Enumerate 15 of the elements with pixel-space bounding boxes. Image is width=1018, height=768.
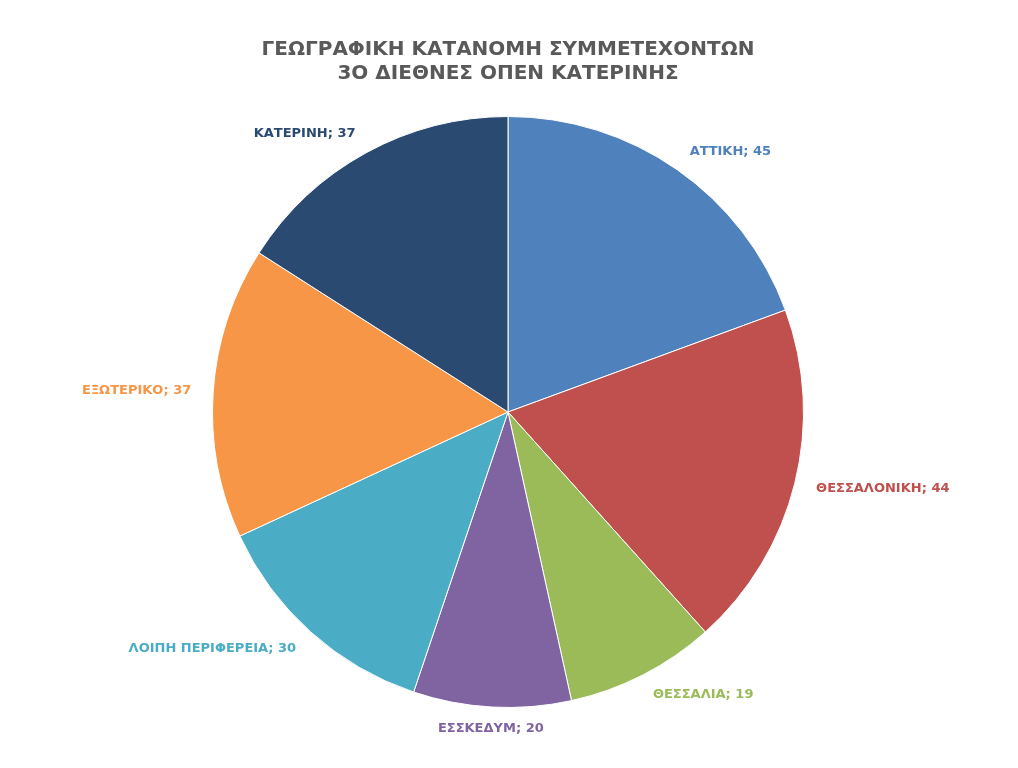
slice-label: ΕΞΩΤΕΡΙΚΟ [82, 381, 164, 397]
slice-label: ΛΟΙΠΗ ΠΕΡΙΦΕΡΕΙΑ [128, 639, 269, 655]
data-label: ; 45 [743, 143, 772, 159]
data-label: ; 37 [163, 381, 192, 397]
data-label: ; 19 [725, 685, 754, 701]
slice-label: ΘΕΣΣΑΛΙΑ [652, 685, 726, 701]
data-label: ; 20 [515, 720, 544, 736]
data-label: ; 44 [921, 480, 950, 495]
data-label: ; 37 [327, 124, 356, 140]
slice-label: ΕΣΣΚΕΔΥΜ [437, 720, 516, 736]
chart-title: ΓΕΩΓΡΑΦΙΚΗ ΚΑΤΑΝΟΜΗ ΣΥΜΜΕΤΕΧΟΝΤΩΝ 3Ο ΔΙΕΘΝΕΣ ΟΠΕΝ ΚΑΤΕΡΙΝΗΣ [261, 36, 755, 85]
slice-label: ΘΕΣΣΑΛΟΝΙΚΗ [816, 480, 922, 495]
slice-label: ΚΑΤΕΡΙΝΗ [253, 124, 328, 140]
data-label: ; 30 [268, 639, 296, 655]
slice-label: ΑΤΤΙΚΗ [689, 143, 744, 159]
